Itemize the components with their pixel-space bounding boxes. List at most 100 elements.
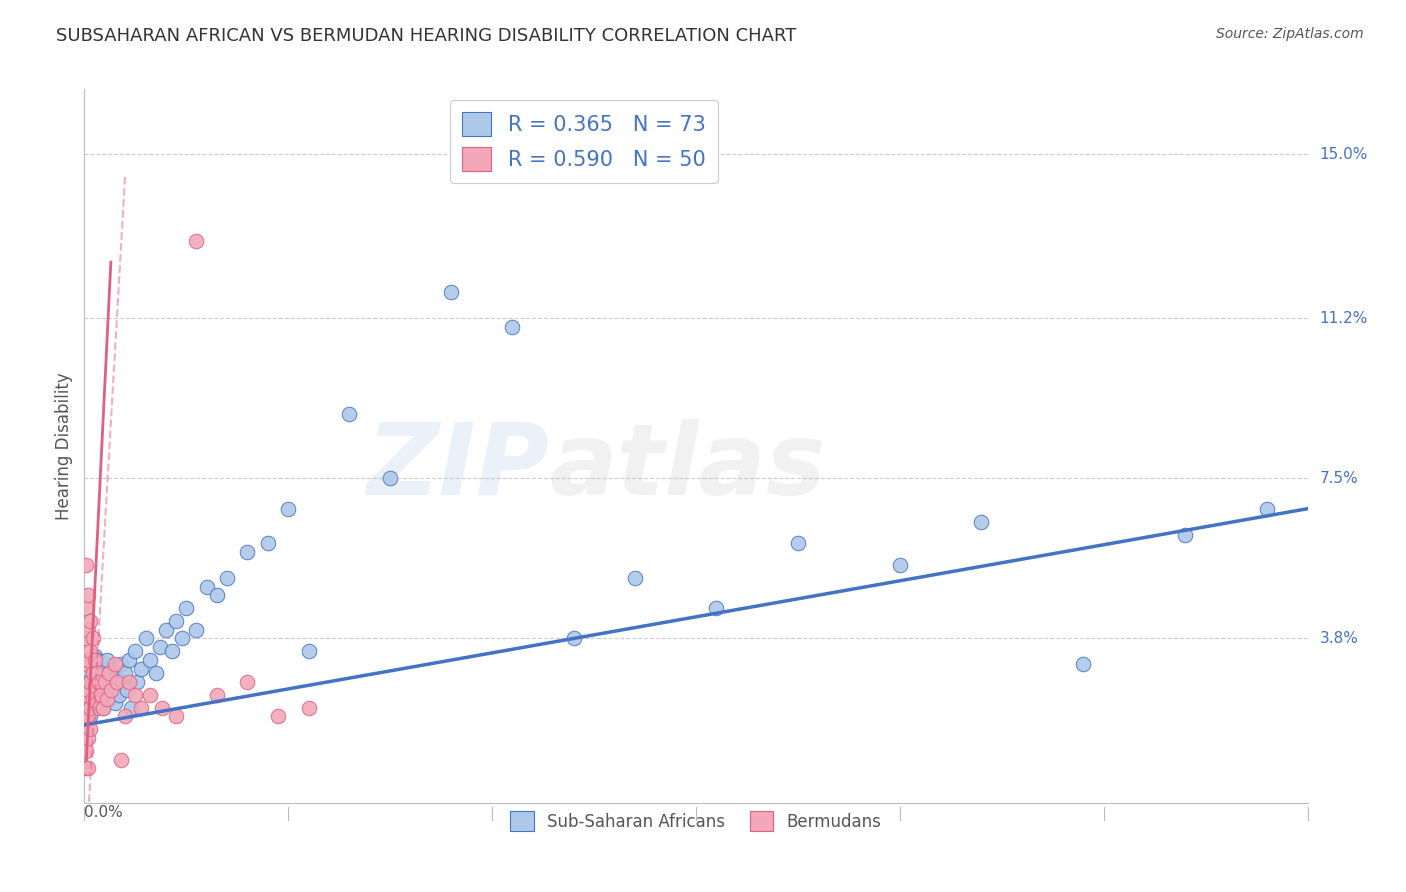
Point — [83, 679, 105, 693]
Point — [115, 683, 138, 698]
Point — [131, 662, 153, 676]
Point — [1073, 657, 1095, 672]
Point — [150, 700, 173, 714]
Point — [186, 234, 208, 248]
Point — [100, 683, 122, 698]
Point — [79, 644, 101, 658]
Text: 0.0%: 0.0% — [84, 805, 124, 820]
Point — [77, 653, 100, 667]
Point — [217, 571, 239, 585]
Point — [380, 471, 402, 485]
Point — [267, 709, 290, 723]
Point — [75, 718, 97, 732]
Point — [104, 662, 127, 676]
Text: 11.2%: 11.2% — [1320, 311, 1368, 326]
Point — [75, 744, 97, 758]
Point — [79, 723, 101, 737]
Point — [706, 601, 728, 615]
Point — [104, 657, 127, 672]
Point — [83, 648, 105, 663]
Point — [114, 666, 136, 681]
Point — [131, 700, 153, 714]
Point — [1174, 527, 1197, 541]
Point — [787, 536, 810, 550]
Point — [87, 662, 110, 676]
Point — [339, 407, 361, 421]
Point — [77, 623, 100, 637]
Point — [86, 696, 108, 710]
Point — [90, 688, 112, 702]
Point — [86, 696, 108, 710]
Point — [82, 692, 104, 706]
Point — [93, 657, 115, 672]
Point — [298, 644, 321, 658]
Point — [205, 688, 228, 702]
Point — [75, 601, 97, 615]
Point — [77, 709, 100, 723]
Point — [889, 558, 911, 572]
Point — [87, 700, 110, 714]
Point — [110, 753, 132, 767]
Point — [108, 688, 131, 702]
Point — [79, 709, 101, 723]
Point — [138, 688, 160, 702]
Point — [124, 644, 146, 658]
Point — [298, 700, 321, 714]
Text: ZIP: ZIP — [366, 419, 550, 516]
Legend: Sub-Saharan Africans, Bermudans: Sub-Saharan Africans, Bermudans — [503, 805, 889, 838]
Point — [118, 653, 141, 667]
Point — [236, 674, 259, 689]
Point — [101, 683, 124, 698]
Point — [104, 696, 127, 710]
Point — [77, 683, 100, 698]
Point — [75, 761, 97, 775]
Y-axis label: Hearing Disability: Hearing Disability — [55, 372, 73, 520]
Point — [96, 653, 118, 667]
Point — [96, 679, 118, 693]
Point — [82, 662, 104, 676]
Text: 15.0%: 15.0% — [1320, 146, 1368, 161]
Point — [236, 545, 259, 559]
Point — [77, 674, 100, 689]
Text: SUBSAHARAN AFRICAN VS BERMUDAN HEARING DISABILITY CORRELATION CHART: SUBSAHARAN AFRICAN VS BERMUDAN HEARING D… — [56, 27, 797, 45]
Point — [165, 709, 187, 723]
Point — [91, 700, 114, 714]
Point — [114, 709, 136, 723]
Point — [138, 653, 160, 667]
Point — [75, 688, 97, 702]
Point — [79, 614, 101, 628]
Point — [77, 653, 100, 667]
Point — [75, 632, 97, 646]
Point — [624, 571, 647, 585]
Point — [149, 640, 172, 654]
Point — [105, 674, 128, 689]
Point — [75, 558, 97, 572]
Point — [79, 700, 101, 714]
Point — [110, 657, 132, 672]
Point — [83, 692, 105, 706]
Point — [257, 536, 280, 550]
Point — [100, 674, 122, 689]
Point — [97, 666, 120, 681]
Point — [562, 632, 585, 646]
Point — [93, 674, 115, 689]
Point — [91, 674, 114, 689]
Point — [145, 666, 167, 681]
Point — [120, 700, 142, 714]
Point — [86, 653, 108, 667]
Point — [79, 679, 101, 693]
Point — [79, 657, 101, 672]
Point — [1256, 501, 1278, 516]
Point — [105, 670, 128, 684]
Point — [83, 670, 105, 684]
Point — [172, 632, 194, 646]
Point — [86, 674, 108, 689]
Point — [75, 688, 97, 702]
Point — [96, 692, 118, 706]
Point — [83, 653, 105, 667]
Point — [205, 588, 228, 602]
Point — [970, 515, 993, 529]
Point — [155, 623, 177, 637]
Point — [97, 692, 120, 706]
Point — [277, 501, 299, 516]
